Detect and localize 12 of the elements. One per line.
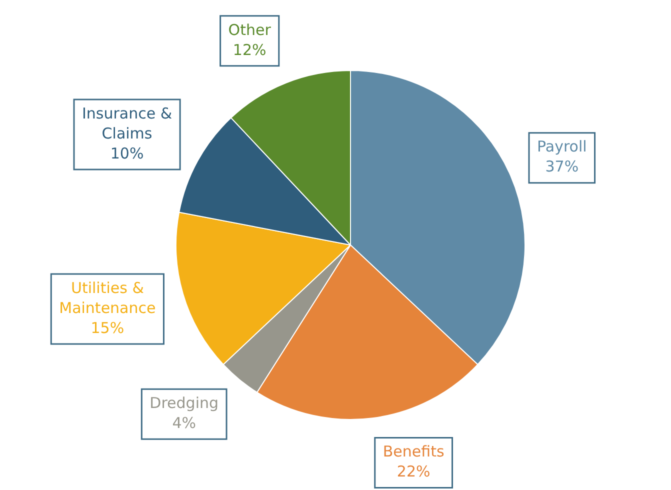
data-label: 22% [396, 462, 430, 481]
data-label: 10% [110, 144, 144, 162]
slice-label: Benefits [382, 442, 444, 461]
slice-label: Other [228, 20, 272, 39]
data-label: 4% [172, 414, 196, 432]
data-label: 37% [545, 158, 579, 176]
slice-label: Payroll [537, 138, 587, 156]
data-label: 12% [232, 40, 266, 59]
slice-label: Utilities & Maintenance [59, 278, 156, 317]
data-label: 15% [90, 318, 124, 337]
slice-label: Dredging [150, 394, 219, 412]
slice-label: Insurance & Claims [82, 104, 172, 142]
